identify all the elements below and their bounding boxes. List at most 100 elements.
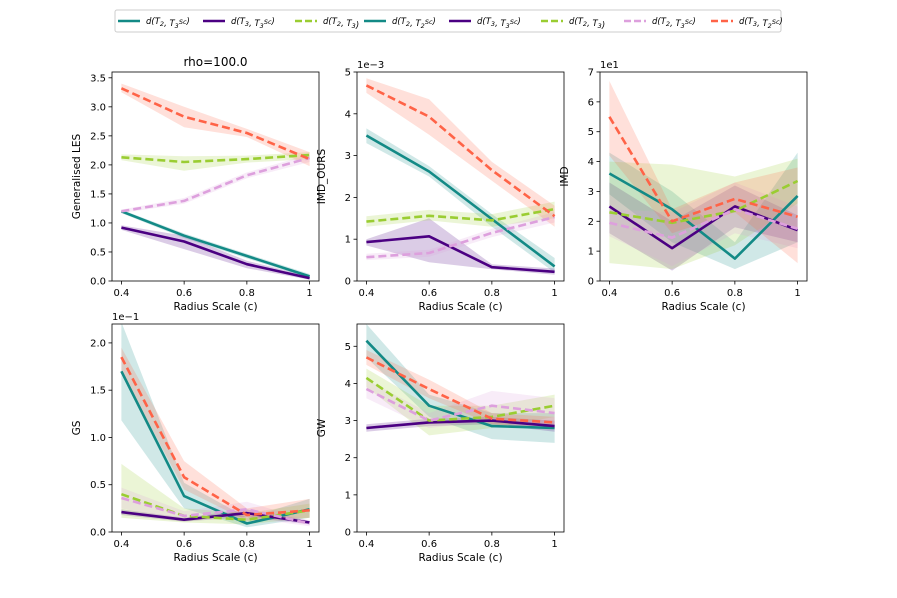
y-tick-label: 1.0 bbox=[90, 433, 106, 444]
legend-entry-5: d(T3, T3Sc) bbox=[449, 17, 521, 30]
legend-entry-1: d(T2, T3Sc) bbox=[118, 17, 190, 30]
y-tick-label: 0.0 bbox=[90, 277, 106, 288]
x-tick-label: 0.4 bbox=[113, 539, 129, 550]
plot-area bbox=[365, 324, 555, 443]
axes-frame bbox=[599, 71, 808, 282]
legend-label: d(T2, T3) bbox=[323, 17, 359, 31]
x-axis-label: Radius Scale (c) bbox=[173, 552, 257, 564]
axes-frame bbox=[356, 71, 565, 282]
line-d-t2-t3 bbox=[120, 492, 310, 522]
y-tick-label: 5 bbox=[588, 127, 594, 138]
legend-label: d(T2, T2Sc) bbox=[392, 17, 436, 30]
y-tick-label: 2 bbox=[588, 217, 594, 228]
line-d-t3-t2-sc bbox=[365, 356, 555, 424]
x-tick-label: 0.8 bbox=[239, 288, 255, 299]
legend-label: d(T2, T3) bbox=[569, 17, 605, 31]
y-axis-label: IMD bbox=[559, 166, 571, 186]
band-d-t2-t3 bbox=[121, 152, 310, 171]
band-d-t3-t2-sc bbox=[609, 81, 798, 264]
y-tick-label: 0 bbox=[588, 277, 594, 288]
axes-frame bbox=[356, 323, 565, 533]
x-tick-label: 1 bbox=[306, 288, 312, 299]
y-tick-label: 2.0 bbox=[90, 338, 106, 349]
x-axis-label: Radius Scale (c) bbox=[173, 301, 257, 313]
x-tick-label: 1 bbox=[551, 288, 557, 299]
x-tick-label: 1 bbox=[551, 539, 557, 550]
y-tick-label: 0.0 bbox=[90, 528, 106, 539]
legend-label: d(T2, T3Sc) bbox=[146, 17, 190, 30]
panel-gs: 0.0 0.5 1.0 1.5 2.0 0.4 0.6 0.8 1 Radius Scale (c… bbox=[71, 312, 320, 564]
axis-offset-label: 1e1 bbox=[600, 60, 619, 71]
line-d-t3-t2-sc bbox=[365, 84, 556, 218]
line-d-t2-t3 bbox=[121, 153, 310, 164]
legend-entry-6: d(T2, T3) bbox=[541, 17, 605, 31]
band-d-t2-t2-sc bbox=[121, 324, 310, 528]
band-d-t2-t3 bbox=[366, 201, 555, 227]
axis-offset-label: 1e−3 bbox=[357, 60, 384, 71]
legend-entry-4: d(T2, T2Sc) bbox=[364, 17, 436, 30]
x-axis-label: Radius Scale (c) bbox=[661, 301, 745, 313]
line-d-t2-t2-sc bbox=[365, 134, 556, 268]
band-d-t3-t2-sc bbox=[366, 78, 555, 227]
band-d-t2-t2-sc bbox=[609, 152, 798, 270]
x-tick-label: 0.8 bbox=[484, 539, 500, 550]
x-tick-label: 1 bbox=[306, 539, 312, 550]
line-d-t3-t2-sc bbox=[608, 116, 798, 223]
y-tick-label: 0.5 bbox=[90, 247, 106, 258]
x-tick-label: 0.6 bbox=[176, 539, 192, 550]
x-tick-label: 0.4 bbox=[358, 288, 374, 299]
x-axis-label: Radius Scale (c) bbox=[418, 552, 502, 564]
line-d-t3-t3-sc bbox=[366, 235, 555, 274]
panel-generalised-les: 0.0 0.5 1.0 1.5 2.0 2.5 3.0 3.5 0.4 0.6 0.8 1 Radius… bbox=[71, 55, 320, 313]
y-tick-label: 3 bbox=[588, 187, 594, 198]
line-d-t2-t2-sc bbox=[120, 210, 311, 278]
line-d-t2-t3 bbox=[609, 179, 799, 225]
legend-label: d(T3, T3Sc) bbox=[231, 17, 275, 30]
line-d-t3-t3-sc bbox=[608, 205, 799, 250]
y-axis-label: GS bbox=[71, 420, 83, 435]
legend-entry-8: d(T3, T2Sc) bbox=[711, 17, 783, 30]
y-tick-label: 1 bbox=[345, 235, 351, 246]
y-tick-label: 3 bbox=[345, 416, 351, 427]
legend: d(T2, T3Sc) d(T3, T3Sc) d(T2, T3) d(T2, T2S… bbox=[114, 9, 783, 33]
line-d-t3-t2-sc bbox=[120, 356, 310, 517]
y-axis-label: IMD_OURS bbox=[316, 148, 328, 204]
line-d-t3-t3-sc bbox=[121, 510, 310, 524]
legend-label: d(T2, T3Sc) bbox=[652, 17, 696, 30]
axis-offset-label: 1e−1 bbox=[112, 312, 139, 323]
y-tick-label: 4 bbox=[345, 379, 351, 390]
band-d-t2-t2-sc bbox=[366, 128, 555, 273]
y-tick-label: 5 bbox=[345, 68, 351, 79]
axes-frame bbox=[111, 71, 320, 282]
panel-imd-ours: 0 1 2 3 4 5 0.4 0.6 0.8 1 Radius Scale (c) IMD_OURS… bbox=[316, 60, 565, 313]
band-d-t3-t3-sc bbox=[366, 416, 555, 432]
x-axis-label: Radius Scale (c) bbox=[418, 301, 502, 313]
y-tick-label: 3.5 bbox=[90, 73, 106, 84]
y-tick-label: 1 bbox=[345, 490, 351, 501]
y-tick-label: 0.5 bbox=[90, 480, 106, 491]
y-tick-label: 3.0 bbox=[90, 102, 106, 113]
panel-gw: 0 1 2 3 4 5 0.4 0.6 0.8 1 Radius Scale (c) GW bbox=[316, 323, 565, 564]
band-d-t2-t3-sc bbox=[121, 154, 310, 214]
y-tick-label: 1.5 bbox=[90, 189, 106, 200]
plot-area bbox=[120, 83, 311, 280]
x-tick-label: 0.4 bbox=[601, 288, 617, 299]
line-d-t3-t3-sc bbox=[121, 226, 310, 280]
y-tick-label: 0 bbox=[345, 277, 351, 288]
x-tick-label: 0.6 bbox=[176, 288, 192, 299]
y-tick-label: 1 bbox=[588, 247, 594, 258]
line-d-t2-t3 bbox=[365, 376, 555, 422]
y-tick-label: 7 bbox=[588, 68, 594, 79]
x-tick-label: 0.6 bbox=[421, 288, 437, 299]
y-tick-label: 1.0 bbox=[90, 218, 106, 229]
x-tick-label: 0.4 bbox=[358, 539, 374, 550]
y-tick-label: 2.0 bbox=[90, 160, 106, 171]
band-d-t2-t3 bbox=[366, 368, 555, 436]
y-tick-label: 4 bbox=[345, 109, 351, 120]
band-d-t2-t3 bbox=[609, 158, 798, 270]
line-d-t3-t3-sc bbox=[366, 419, 555, 430]
panel-imd: 0 1 2 3 4 5 6 7 0.4 0.6 0.8 1 Radius Scale (c) IMD 1e1 bbox=[559, 60, 808, 313]
panels: 0.0 0.5 1.0 1.5 2.0 2.5 3.0 3.5 0.4 0.6 0.8 1 Radius… bbox=[71, 55, 808, 564]
y-tick-label: 5 bbox=[345, 342, 351, 353]
